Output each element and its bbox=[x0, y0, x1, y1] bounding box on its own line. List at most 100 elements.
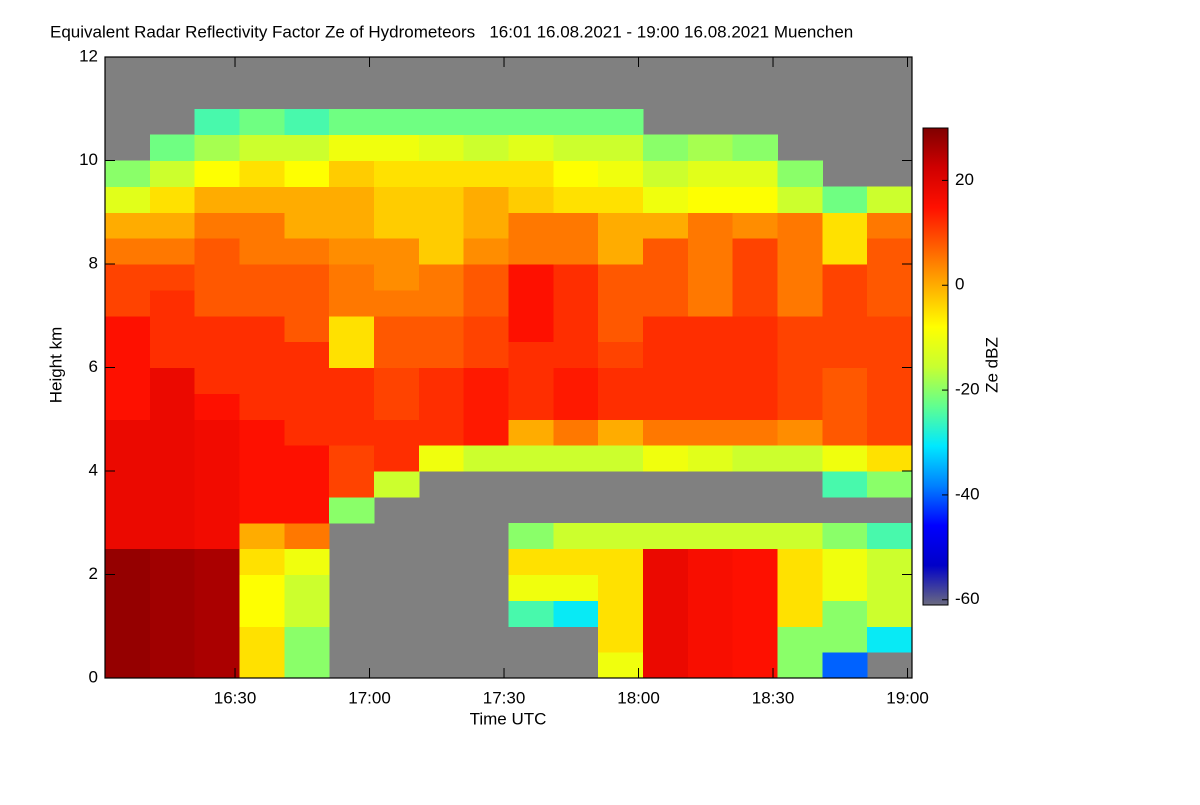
heatmap-cell bbox=[508, 600, 554, 627]
heatmap-cell bbox=[777, 367, 823, 394]
heatmap-cell bbox=[822, 652, 868, 679]
colorbar-tick-label: -60 bbox=[955, 589, 980, 608]
heatmap-cell bbox=[687, 238, 734, 265]
heatmap-cell bbox=[239, 134, 285, 161]
heatmap-cell bbox=[329, 419, 375, 446]
heatmap-cell bbox=[105, 600, 151, 627]
x-tick-label: 17:30 bbox=[483, 688, 526, 707]
heatmap-cell bbox=[822, 341, 868, 368]
heatmap-cell bbox=[508, 522, 554, 550]
heatmap-cell bbox=[418, 289, 465, 317]
heatmap-cell bbox=[687, 315, 734, 343]
heatmap-cell bbox=[149, 186, 196, 213]
heatmap-cell bbox=[777, 186, 823, 213]
heatmap-cell bbox=[374, 289, 420, 317]
heatmap-cell bbox=[418, 238, 465, 265]
heatmap-cell bbox=[553, 108, 599, 136]
heatmap-cell bbox=[463, 393, 509, 420]
heatmap-cell bbox=[463, 186, 509, 213]
heatmap-cell bbox=[149, 600, 196, 627]
heatmap-cell bbox=[732, 522, 778, 550]
heatmap-cell bbox=[374, 108, 420, 136]
heatmap-cell bbox=[867, 341, 913, 368]
heatmap-cell bbox=[777, 315, 823, 343]
heatmap-cell bbox=[553, 315, 599, 343]
heatmap-cell bbox=[867, 289, 913, 317]
heatmap-cell bbox=[329, 367, 375, 394]
heatmap-cell bbox=[643, 393, 689, 420]
heatmap-cell bbox=[598, 108, 644, 136]
heatmap-cell bbox=[508, 548, 554, 575]
heatmap-cell bbox=[598, 186, 644, 213]
heatmap-cell bbox=[732, 652, 778, 679]
heatmap-cell bbox=[822, 471, 868, 498]
heatmap-cell bbox=[329, 471, 375, 498]
heatmap-cell bbox=[598, 212, 644, 239]
heatmap-cell bbox=[105, 289, 151, 317]
heatmap-cell bbox=[105, 264, 151, 291]
heatmap-cell bbox=[867, 315, 913, 343]
heatmap-cell bbox=[867, 264, 913, 291]
heatmap-cell bbox=[463, 289, 509, 317]
heatmap-cell bbox=[284, 522, 330, 550]
heatmap-cell bbox=[329, 108, 375, 136]
heatmap-cell bbox=[284, 186, 330, 213]
heatmap-cell bbox=[643, 574, 689, 601]
heatmap-cell bbox=[777, 393, 823, 420]
heatmap-cell bbox=[822, 264, 868, 291]
heatmap-cell bbox=[463, 264, 509, 291]
heatmap-cell bbox=[329, 212, 375, 239]
heatmap-cell bbox=[553, 238, 599, 265]
heatmap-cell bbox=[194, 289, 240, 317]
heatmap-cell bbox=[732, 574, 778, 601]
heatmap-cell bbox=[553, 186, 599, 213]
heatmap-cell bbox=[822, 522, 868, 550]
heatmap-cell bbox=[732, 186, 778, 213]
heatmap-cell bbox=[598, 160, 644, 187]
heatmap-cell bbox=[508, 574, 554, 601]
heatmap-cell bbox=[329, 289, 375, 317]
heatmap-cell bbox=[643, 212, 689, 239]
heatmap-cell bbox=[822, 393, 868, 420]
heatmap-cell bbox=[329, 341, 375, 368]
heatmap-cell bbox=[239, 264, 285, 291]
heatmap-cell bbox=[687, 186, 734, 213]
heatmap-cell bbox=[732, 445, 778, 472]
heatmap-cell bbox=[463, 445, 509, 472]
heatmap-cell bbox=[643, 289, 689, 317]
heatmap-cell bbox=[463, 212, 509, 239]
heatmap-cell bbox=[194, 626, 240, 653]
heatmap-cell bbox=[508, 367, 554, 394]
heatmap-cell bbox=[643, 445, 689, 472]
heatmap-cell bbox=[194, 522, 240, 550]
heatmap-cell bbox=[194, 212, 240, 239]
heatmap-cell bbox=[867, 548, 913, 575]
heatmap-cell bbox=[643, 186, 689, 213]
heatmap-cell bbox=[508, 289, 554, 317]
heatmap-cell bbox=[777, 212, 823, 239]
heatmap-cell bbox=[239, 652, 285, 679]
heatmap-cell bbox=[105, 574, 151, 601]
heatmap-cell bbox=[822, 238, 868, 265]
heatmap-cell bbox=[239, 186, 285, 213]
x-tick-label: 17:00 bbox=[348, 688, 391, 707]
heatmap-cell bbox=[553, 419, 599, 446]
heatmap-cell bbox=[643, 419, 689, 446]
heatmap-cell bbox=[553, 548, 599, 575]
heatmap-cell bbox=[598, 600, 644, 627]
heatmap-cell bbox=[239, 212, 285, 239]
heatmap-cell bbox=[374, 186, 420, 213]
heatmap-cell bbox=[149, 238, 196, 265]
heatmap-cell bbox=[732, 548, 778, 575]
heatmap-cell bbox=[149, 445, 196, 472]
heatmap-cell bbox=[374, 212, 420, 239]
heatmap-cell bbox=[284, 238, 330, 265]
heatmap-cell bbox=[105, 419, 151, 446]
heatmap-cell bbox=[284, 134, 330, 161]
heatmap-cell bbox=[732, 134, 778, 161]
heatmap-cell bbox=[463, 238, 509, 265]
heatmap-cell bbox=[508, 264, 554, 291]
heatmap-cell bbox=[239, 548, 285, 575]
heatmap-cell bbox=[777, 522, 823, 550]
heatmap-cell bbox=[687, 626, 734, 653]
